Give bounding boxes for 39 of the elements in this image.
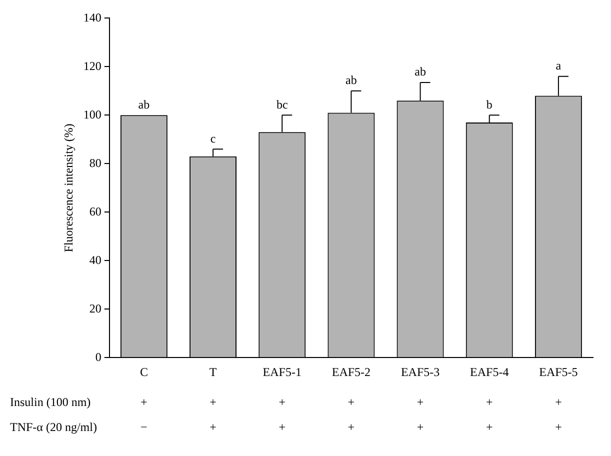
text: +: [416, 420, 424, 434]
annotation: ab: [346, 73, 357, 88]
text: +: [278, 420, 286, 434]
y-tick-label: 120: [83, 58, 102, 73]
y-tick-label: 40: [89, 252, 102, 267]
text: TNF-α (20 ng/ml): [10, 420, 97, 434]
annotation: bc: [276, 97, 288, 112]
text: −: [140, 420, 148, 434]
y-tick-label: 0: [95, 350, 102, 364]
x-tick-label: T: [209, 364, 218, 379]
y-tick-label: 60: [89, 204, 102, 218]
annotation: c: [210, 131, 216, 146]
text: +: [348, 394, 355, 409]
x-tick-label: EAF5-2: [332, 364, 371, 379]
annotation: a: [556, 58, 562, 73]
y-tick-label: 140: [83, 10, 102, 24]
x-tick-label: EAF5-3: [400, 364, 440, 379]
annotation: b: [486, 97, 492, 112]
text: +: [416, 394, 424, 409]
text: +: [210, 420, 217, 434]
y-tick-label: 20: [89, 301, 102, 316]
annotation: ab: [138, 97, 150, 112]
x-tick-label: EAF5-1: [262, 364, 302, 379]
text: +: [348, 420, 355, 434]
text: +: [555, 394, 562, 409]
text: +: [210, 394, 217, 409]
text: Insulin (100 nm): [10, 394, 91, 409]
y-tick-label: 100: [83, 107, 102, 122]
x-tick-label: EAF5-5: [539, 364, 578, 379]
text: +: [278, 394, 286, 409]
text: +: [486, 420, 493, 434]
x-tick-label: EAF5-4: [470, 364, 509, 379]
y-axis-title: Fluorescence intensity (%): [61, 124, 76, 252]
x-tick-label: C: [140, 364, 148, 379]
y-tick-label: 80: [89, 156, 102, 170]
annotation: ab: [414, 64, 426, 79]
text: +: [486, 394, 493, 409]
text: +: [555, 420, 562, 434]
text: +: [140, 394, 148, 409]
